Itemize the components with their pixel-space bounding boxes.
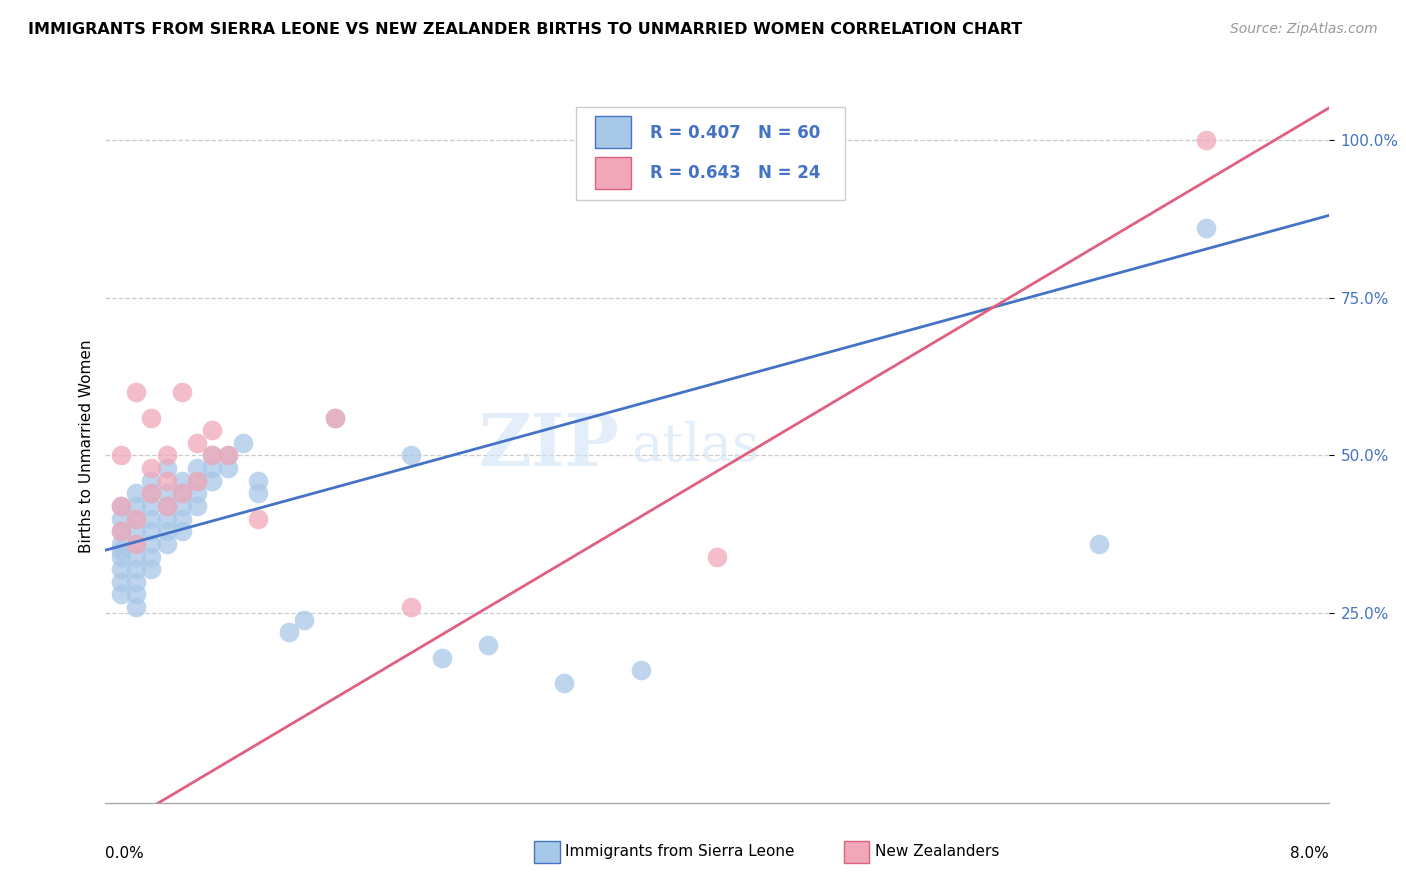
Point (141, 499, 163, 513)
Point (217, 449, 239, 463)
Point (477, 638, 499, 652)
Point (186, 461, 208, 475)
Point (232, 435, 254, 450)
Text: 8.0%: 8.0% (1289, 846, 1329, 861)
Point (125, 549, 148, 564)
Point (125, 511, 148, 525)
Point (110, 574, 132, 589)
Text: ZIP: ZIP (478, 410, 619, 482)
Point (141, 461, 163, 475)
Point (125, 524, 148, 539)
Point (170, 511, 193, 525)
Point (110, 449, 132, 463)
Point (141, 549, 163, 564)
Point (110, 537, 132, 551)
Point (141, 486, 163, 500)
Text: R = 0.643   N = 24: R = 0.643 N = 24 (650, 164, 820, 182)
Point (170, 474, 193, 488)
Point (247, 474, 270, 488)
Point (155, 511, 177, 525)
Point (217, 461, 239, 475)
Point (155, 537, 177, 551)
Point (141, 486, 163, 500)
Text: Source: ZipAtlas.com: Source: ZipAtlas.com (1230, 22, 1378, 37)
Point (217, 449, 239, 463)
Point (201, 474, 224, 488)
Point (125, 499, 148, 513)
Point (125, 385, 148, 400)
Point (110, 543, 132, 558)
Point (170, 385, 193, 400)
Point (247, 486, 270, 500)
Text: New Zealanders: New Zealanders (875, 845, 998, 859)
FancyBboxPatch shape (595, 157, 631, 189)
Point (170, 486, 193, 500)
Point (155, 486, 177, 500)
Point (155, 524, 177, 539)
Point (553, 675, 575, 690)
Point (170, 524, 193, 539)
Text: R = 0.407   N = 60: R = 0.407 N = 60 (650, 124, 820, 142)
Point (141, 562, 163, 576)
Point (186, 474, 208, 488)
Point (155, 499, 177, 513)
Point (201, 461, 224, 475)
Point (706, 549, 728, 564)
Point (186, 499, 208, 513)
Point (141, 410, 163, 425)
Text: 0.0%: 0.0% (105, 846, 145, 861)
Point (278, 625, 301, 640)
Text: Immigrants from Sierra Leone: Immigrants from Sierra Leone (565, 845, 794, 859)
Point (110, 499, 132, 513)
Point (125, 587, 148, 601)
Point (125, 537, 148, 551)
Point (155, 449, 177, 463)
Point (141, 524, 163, 539)
Point (1195, 133, 1218, 147)
Point (155, 499, 177, 513)
Point (110, 549, 132, 564)
Point (399, 600, 422, 615)
Point (110, 587, 132, 601)
Point (125, 511, 148, 525)
FancyBboxPatch shape (595, 116, 631, 148)
Point (292, 613, 315, 627)
Point (186, 474, 208, 488)
Point (125, 600, 148, 615)
Text: atlas: atlas (631, 420, 759, 472)
Point (186, 486, 208, 500)
Point (125, 537, 148, 551)
Point (1195, 221, 1218, 235)
Point (170, 486, 193, 500)
Point (630, 663, 652, 677)
Point (170, 499, 193, 513)
Y-axis label: Births to Unmarried Women: Births to Unmarried Women (79, 339, 94, 553)
Point (1088, 537, 1111, 551)
Text: IMMIGRANTS FROM SIERRA LEONE VS NEW ZEALANDER BIRTHS TO UNMARRIED WOMEN CORRELAT: IMMIGRANTS FROM SIERRA LEONE VS NEW ZEAL… (28, 22, 1022, 37)
Point (125, 486, 148, 500)
Point (323, 410, 346, 425)
Point (201, 449, 224, 463)
Point (186, 435, 208, 450)
Point (141, 537, 163, 551)
Point (141, 511, 163, 525)
Point (110, 524, 132, 539)
Point (125, 562, 148, 576)
Point (110, 499, 132, 513)
Point (155, 461, 177, 475)
Point (155, 474, 177, 488)
Point (125, 574, 148, 589)
Point (110, 511, 132, 525)
Point (110, 562, 132, 576)
FancyBboxPatch shape (576, 107, 845, 200)
Point (201, 449, 224, 463)
Point (323, 410, 346, 425)
Point (399, 449, 422, 463)
Point (430, 650, 453, 665)
Point (141, 474, 163, 488)
Point (110, 524, 132, 539)
Point (201, 423, 224, 437)
Point (247, 511, 270, 525)
